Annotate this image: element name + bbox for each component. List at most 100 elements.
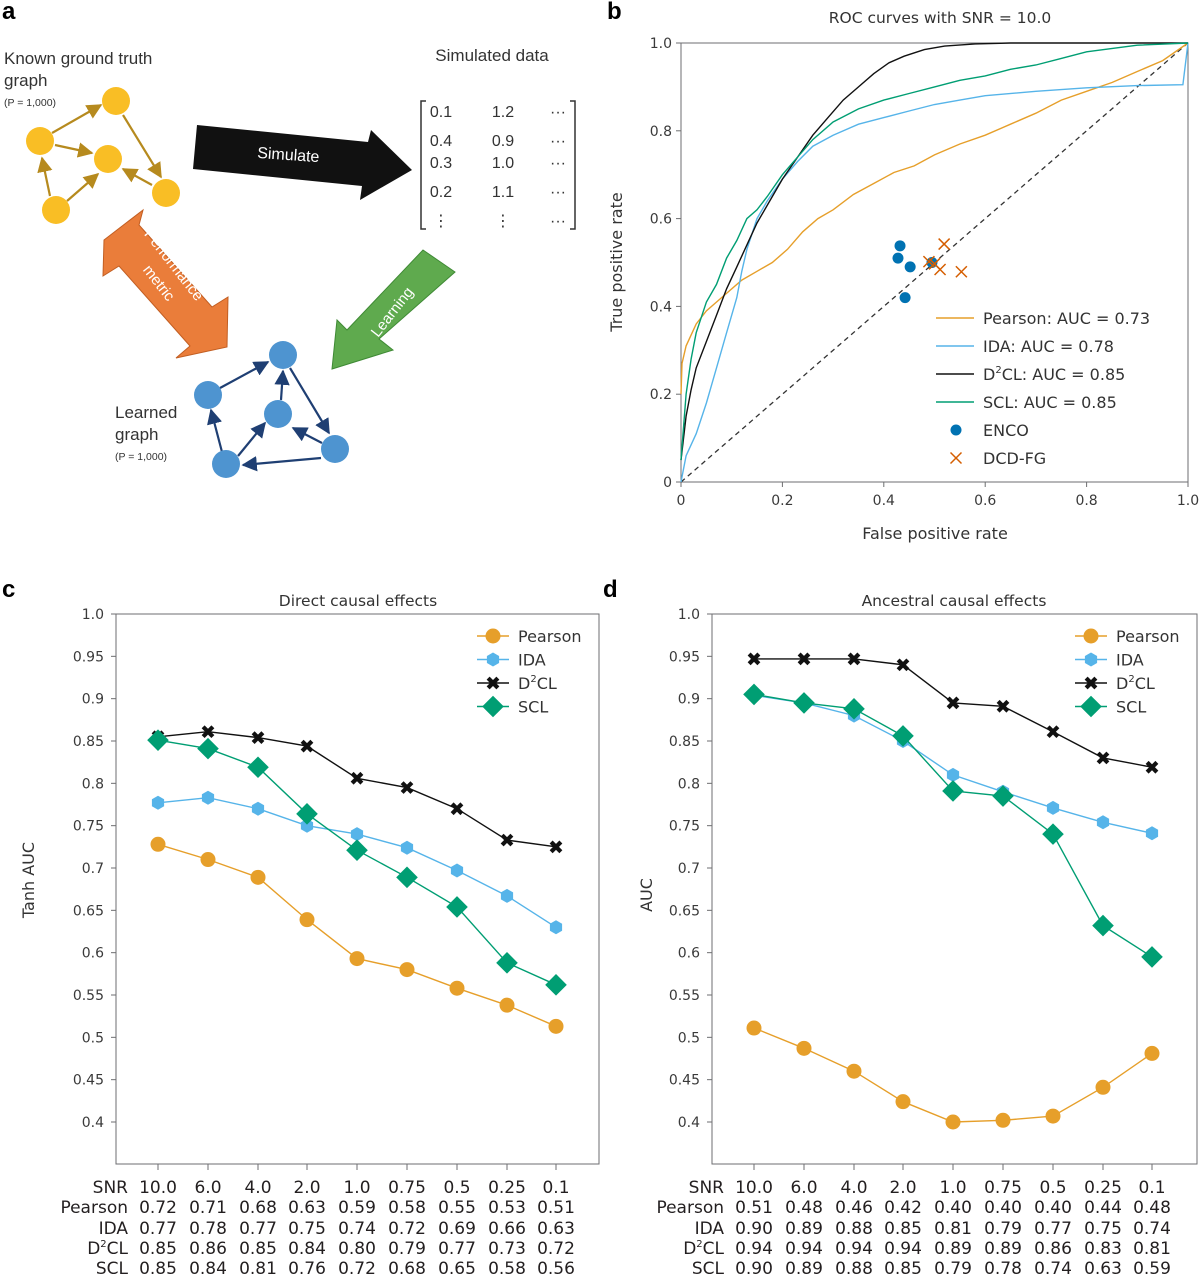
learned-graph-p: (P = 1,000) — [115, 451, 167, 463]
table-cell-ida: 0.69 — [438, 1219, 476, 1239]
data-point-pearson — [995, 1112, 1011, 1128]
table-row-label-snr: SNR — [93, 1178, 129, 1198]
x-tick-label: 1.0 — [1177, 493, 1199, 509]
data-point-ida — [946, 767, 960, 782]
table-row-label-d2cl: D2CL — [87, 1239, 128, 1259]
table-cell-d2cl: 0.89 — [984, 1239, 1022, 1259]
data-point-scl — [446, 896, 468, 918]
chart-c-ylabel: Tanh AUC — [19, 842, 38, 919]
y-tick-label: 0.85 — [73, 734, 104, 750]
table-snr-value: 0.75 — [388, 1178, 426, 1198]
table-cell-ida: 0.75 — [1084, 1219, 1122, 1239]
table-cell-pearson: 0.40 — [1034, 1198, 1072, 1218]
truth-graph-label-line1: Known ground truth — [4, 49, 152, 68]
plot-frame — [711, 613, 1198, 1165]
truth-graph-p: (P = 1,000) — [4, 97, 56, 109]
data-point-pearson — [1144, 1045, 1160, 1061]
data-point-ida — [151, 795, 165, 810]
legend-label-d2cl: D2CL — [518, 674, 557, 693]
matrix-cell: 1.2 — [492, 104, 514, 121]
table-cell-pearson: 0.53 — [488, 1198, 526, 1218]
data-point-scl — [942, 780, 964, 802]
table-snr-value: 1.0 — [343, 1178, 370, 1198]
roc-line-d2cl — [680, 42, 1188, 461]
truth-edge — [51, 104, 103, 134]
table-cell-pearson: 0.51 — [735, 1198, 773, 1218]
table-cell-ida: 0.74 — [1133, 1219, 1171, 1239]
legend-label-scl: SCL: AUC = 0.85 — [983, 393, 1117, 412]
learned-edge — [274, 369, 290, 401]
chart-c-title: Direct causal effects — [279, 592, 437, 610]
table-cell-scl: 0.59 — [1133, 1259, 1171, 1279]
table-cell-scl: 0.78 — [984, 1259, 1022, 1279]
x-tick-label: 0.6 — [974, 493, 996, 509]
legend-label-scl: SCL — [518, 698, 548, 717]
data-point-d2cl — [1096, 751, 1110, 765]
table-snr-value: 0.75 — [984, 1178, 1022, 1198]
table-cell-d2cl: 0.94 — [884, 1239, 922, 1259]
data-point-scl — [992, 785, 1014, 807]
table-snr-value: 0.5 — [443, 1178, 470, 1198]
y-tick-label: 0.55 — [669, 988, 700, 1004]
legend-marker-enco — [950, 424, 962, 436]
data-point-scl — [296, 803, 318, 825]
table-cell-d2cl: 0.72 — [537, 1239, 575, 1259]
data-point-ida — [450, 863, 464, 878]
data-point-ida — [251, 801, 265, 816]
series-line-ida — [753, 694, 1153, 834]
table-cell-d2cl: 0.94 — [785, 1239, 823, 1259]
truth-graph-edges — [37, 104, 162, 202]
data-point-d2cl — [201, 725, 215, 739]
chart-b-title: ROC curves with SNR = 10.0 — [829, 9, 1052, 27]
y-tick-label: 0.75 — [669, 819, 700, 835]
data-point-pearson — [945, 1114, 961, 1130]
table-cell-ida: 0.77 — [139, 1219, 177, 1239]
simulate-arrow: Simulate — [193, 125, 412, 200]
table-snr-value: 10.0 — [139, 1178, 177, 1198]
table-cell-scl: 0.56 — [537, 1259, 575, 1279]
truth-node — [152, 179, 180, 207]
table-cell-ida: 0.85 — [884, 1219, 922, 1239]
legend-marker-ida — [486, 652, 500, 667]
data-point-pearson — [1095, 1079, 1111, 1095]
table-cell-ida: 0.74 — [338, 1219, 376, 1239]
data-point-scl — [496, 952, 518, 974]
chart-d-ylabel: AUC — [637, 878, 656, 912]
learned-graph-label-line2: graph — [115, 425, 158, 444]
legend-label-d2cl: D2CL — [1116, 674, 1155, 693]
roc-line-ida — [680, 42, 1189, 483]
table-row-label-pearson: Pearson — [60, 1198, 128, 1218]
simulated-data-label: Simulated data — [435, 46, 549, 65]
table-cell-pearson: 0.40 — [984, 1198, 1022, 1218]
table-cell-ida: 0.66 — [488, 1219, 526, 1239]
table-cell-scl: 0.81 — [239, 1259, 277, 1279]
series-line-pearson — [157, 843, 557, 1027]
table-cell-pearson: 0.58 — [388, 1198, 426, 1218]
y-tick-label: 0.8 — [82, 776, 104, 792]
x-tick-label: 0.8 — [1075, 493, 1097, 509]
panel-a: a Known ground truth graph (P = 1,000) S… — [2, 0, 576, 478]
point-dcdfg — [955, 265, 968, 278]
table-snr-value: 10.0 — [735, 1178, 773, 1198]
table-cell-pearson: 0.48 — [785, 1198, 823, 1218]
legend-label-pearson: Pearson — [1116, 627, 1180, 646]
table-cell-scl: 0.58 — [488, 1259, 526, 1279]
data-point-ida — [549, 920, 563, 935]
data-point-scl — [147, 729, 169, 751]
data-point-pearson — [499, 997, 515, 1013]
data-point-ida — [500, 888, 514, 903]
data-point-ida — [1046, 800, 1060, 815]
table-cell-pearson: 0.42 — [884, 1198, 922, 1218]
table-cell-scl: 0.84 — [189, 1259, 227, 1279]
matrix-cell: 1.0 — [492, 155, 514, 172]
matrix-cell: 0.1 — [430, 104, 452, 121]
y-tick-label: 0.8 — [650, 124, 672, 140]
data-point-scl — [396, 866, 418, 889]
data-point-scl — [843, 698, 865, 720]
truth-edge — [121, 168, 153, 186]
learned-edge — [237, 421, 266, 457]
data-point-ida — [201, 790, 215, 805]
y-tick-label: 0.8 — [678, 776, 700, 792]
legend-marker-ida — [1084, 652, 1098, 667]
